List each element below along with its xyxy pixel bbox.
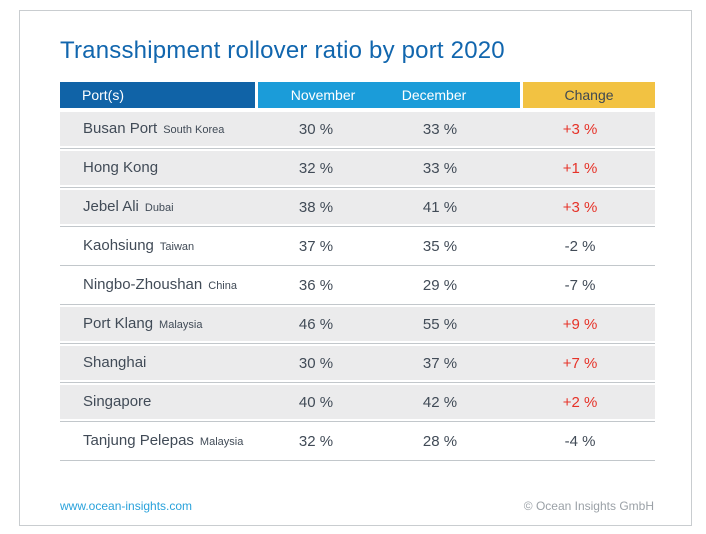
table-row: Shanghai 30 % 37 % +7 % — [60, 346, 655, 380]
table-row: Port Klang Malaysia 46 % 55 % +9 % — [60, 307, 655, 341]
november-value: 46 % — [298, 315, 334, 333]
december-value: 33 % — [422, 120, 458, 138]
table-header-row: Port(s) November December Change — [60, 82, 655, 108]
port-name: Ningbo-Zhoushan — [83, 276, 203, 293]
change-value: +2 % — [562, 393, 598, 411]
change-value: +1 % — [562, 159, 598, 177]
copyright-text: © Ocean Insights GmbH — [523, 499, 654, 513]
table-row: Hong Kong 32 % 33 % +1 % — [60, 151, 655, 185]
row-separator — [60, 380, 655, 385]
change-value: -2 % — [564, 237, 596, 255]
column-header-port: Port(s) — [60, 82, 255, 108]
port-name: Singapore — [83, 393, 152, 410]
column-header-change: Change — [523, 82, 655, 108]
row-separator — [60, 185, 655, 190]
december-value: 33 % — [422, 159, 458, 177]
row-separator — [60, 263, 655, 268]
row-separator — [60, 419, 655, 424]
december-value: 28 % — [422, 432, 458, 450]
november-value: 32 % — [298, 159, 334, 177]
infographic-card: Transshipment rollover ratio by port 202… — [19, 10, 692, 526]
change-value: +3 % — [562, 198, 598, 216]
december-value: 41 % — [422, 198, 458, 216]
december-value: 42 % — [422, 393, 458, 411]
november-value: 30 % — [298, 120, 334, 138]
table-row: Ningbo-Zhoushan China 36 % 29 % -7 % — [60, 268, 655, 302]
port-cell: Port Klang Malaysia — [60, 315, 257, 333]
november-value: 32 % — [298, 432, 334, 450]
rollover-table: Port(s) November December Change Busan P… — [60, 82, 655, 463]
november-value: 38 % — [298, 198, 334, 216]
port-country-label: Malaysia — [159, 319, 203, 331]
row-separator — [60, 146, 655, 151]
port-cell: Ningbo-Zhoushan China — [60, 276, 257, 294]
port-cell: Busan Port South Korea — [60, 120, 257, 138]
port-cell: Hong Kong — [60, 159, 257, 177]
table-body: Busan Port South Korea 30 % 33 % +3 % Hon… — [60, 112, 655, 463]
port-name: Kaohsiung — [83, 237, 154, 254]
port-country-label: China — [208, 280, 237, 292]
website-link[interactable]: www.ocean-insights.com — [60, 499, 193, 513]
port-name: Tanjung Pelepas — [83, 432, 194, 449]
table-row: Kaohsiung Taiwan 37 % 35 % -2 % — [60, 229, 655, 263]
november-value: 40 % — [298, 393, 334, 411]
port-country-label: South Korea — [163, 124, 225, 136]
change-value: -4 % — [564, 432, 596, 450]
table-row: Tanjung Pelepas Malaysia 32 % 28 % -4 % — [60, 424, 655, 458]
row-separator — [60, 341, 655, 346]
november-value: 37 % — [298, 237, 334, 255]
port-name: Shanghai — [83, 354, 147, 371]
column-header-november: November — [290, 87, 356, 103]
port-cell: Singapore — [60, 393, 257, 411]
row-separator — [60, 458, 655, 463]
column-header-december: December — [401, 87, 467, 103]
row-separator — [60, 224, 655, 229]
port-name: Hong Kong — [83, 159, 159, 176]
port-country-label: Taiwan — [159, 241, 195, 253]
table-row: Busan Port South Korea 30 % 33 % +3 % — [60, 112, 655, 146]
port-name: Busan Port — [83, 120, 158, 137]
port-country-label: Malaysia — [199, 436, 244, 448]
footer: www.ocean-insights.com © Ocean Insights … — [60, 499, 654, 513]
row-separator — [60, 302, 655, 307]
port-name: Jebel Ali — [83, 198, 139, 215]
column-header-months: November December — [258, 82, 520, 108]
november-value: 30 % — [298, 354, 334, 372]
table-row: Jebel Ali Dubai 38 % 41 % +3 % — [60, 190, 655, 224]
port-country-label: Dubai — [144, 202, 174, 214]
december-value: 55 % — [422, 315, 458, 333]
page-title: Transshipment rollover ratio by port 202… — [60, 37, 505, 64]
november-value: 36 % — [298, 276, 334, 294]
december-value: 37 % — [422, 354, 458, 372]
change-value: +9 % — [562, 315, 598, 333]
port-cell: Kaohsiung Taiwan — [60, 237, 257, 255]
port-name: Port Klang — [83, 315, 154, 332]
december-value: 29 % — [422, 276, 458, 294]
port-cell: Jebel Ali Dubai — [60, 198, 257, 216]
change-value: +3 % — [562, 120, 598, 138]
port-cell: Shanghai — [60, 354, 257, 372]
change-value: +7 % — [562, 354, 598, 372]
change-value: -7 % — [564, 276, 596, 294]
december-value: 35 % — [422, 237, 458, 255]
table-row: Singapore 40 % 42 % +2 % — [60, 385, 655, 419]
port-cell: Tanjung Pelepas Malaysia — [60, 432, 257, 450]
